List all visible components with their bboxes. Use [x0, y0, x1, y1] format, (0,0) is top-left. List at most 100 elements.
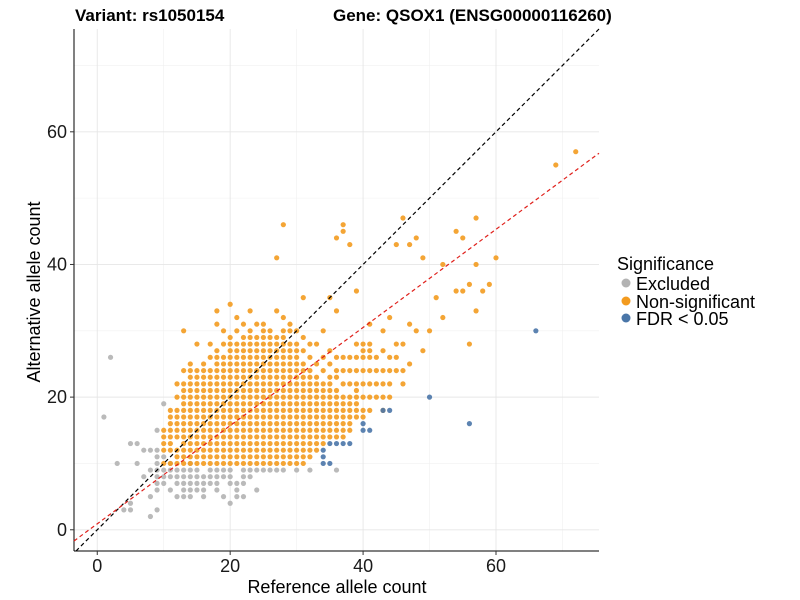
- point-excluded: [154, 487, 160, 493]
- point-non-significant: [327, 374, 333, 380]
- point-non-significant: [194, 414, 200, 420]
- point-non-significant: [260, 387, 266, 394]
- point-non-significant: [174, 381, 180, 387]
- point-non-significant: [280, 407, 286, 413]
- point-non-significant: [181, 328, 187, 334]
- point-non-significant: [240, 434, 247, 440]
- point-non-significant: [247, 341, 253, 347]
- point-non-significant: [167, 407, 173, 413]
- point-non-significant: [200, 414, 207, 420]
- point-non-significant: [200, 447, 207, 453]
- point-excluded: [220, 467, 227, 473]
- point-fdr-0-05: [360, 421, 366, 427]
- point-excluded: [154, 447, 160, 453]
- point-non-significant: [227, 401, 233, 407]
- point-non-significant: [234, 354, 240, 360]
- point-non-significant: [181, 414, 187, 420]
- point-non-significant: [360, 348, 366, 354]
- point-non-significant: [234, 367, 240, 374]
- point-non-significant: [247, 421, 253, 427]
- point-non-significant: [340, 222, 346, 228]
- regression-line: [73, 152, 600, 542]
- minor-gridlines: [74, 29, 599, 551]
- point-non-significant: [254, 334, 260, 341]
- point-non-significant: [274, 308, 280, 314]
- point-non-significant: [307, 341, 313, 347]
- point-non-significant: [300, 460, 306, 467]
- point-excluded: [181, 494, 187, 500]
- point-non-significant: [234, 427, 240, 433]
- point-non-significant: [307, 354, 313, 360]
- point-non-significant: [287, 321, 293, 327]
- point-excluded: [227, 480, 233, 486]
- point-non-significant: [333, 308, 340, 314]
- point-fdr-0-05: [320, 460, 326, 467]
- point-non-significant: [240, 440, 247, 447]
- point-excluded: [220, 494, 227, 500]
- point-non-significant: [161, 434, 167, 440]
- point-non-significant: [234, 454, 240, 460]
- point-excluded: [154, 427, 160, 433]
- point-non-significant: [347, 427, 353, 433]
- point-non-significant: [247, 447, 253, 453]
- point-non-significant: [240, 367, 247, 374]
- point-non-significant: [340, 381, 346, 387]
- point-non-significant: [247, 308, 253, 314]
- point-non-significant: [320, 367, 326, 374]
- point-excluded: [134, 440, 140, 447]
- point-non-significant: [307, 434, 313, 440]
- point-non-significant: [220, 394, 227, 400]
- point-non-significant: [254, 427, 260, 433]
- point-non-significant: [234, 314, 240, 321]
- point-non-significant: [214, 460, 220, 467]
- point-non-significant: [200, 401, 207, 407]
- point-non-significant: [207, 394, 213, 400]
- point-non-significant: [247, 361, 253, 367]
- point-non-significant: [294, 407, 300, 413]
- point-non-significant: [200, 454, 207, 460]
- point-non-significant: [294, 440, 300, 447]
- point-non-significant: [280, 328, 286, 334]
- point-excluded: [161, 401, 167, 407]
- point-non-significant: [254, 354, 260, 360]
- point-non-significant: [181, 381, 187, 387]
- point-non-significant: [214, 394, 220, 400]
- point-non-significant: [294, 421, 300, 427]
- point-non-significant: [207, 407, 213, 413]
- point-non-significant: [260, 447, 266, 453]
- point-non-significant: [194, 434, 200, 440]
- point-non-significant: [267, 341, 273, 347]
- point-non-significant: [181, 394, 187, 400]
- reference-lines: [73, 28, 600, 552]
- point-non-significant: [274, 401, 280, 407]
- point-non-significant: [287, 414, 293, 420]
- point-non-significant: [234, 348, 240, 354]
- point-non-significant: [227, 381, 233, 387]
- point-non-significant: [300, 295, 306, 301]
- point-non-significant: [367, 381, 373, 387]
- point-non-significant: [194, 367, 200, 374]
- point-non-significant: [327, 401, 333, 407]
- point-non-significant: [327, 387, 333, 394]
- point-non-significant: [200, 407, 207, 413]
- point-non-significant: [347, 394, 353, 400]
- point-non-significant: [287, 401, 293, 407]
- point-excluded: [181, 487, 187, 493]
- point-non-significant: [187, 440, 193, 447]
- point-non-significant: [220, 387, 227, 394]
- point-fdr-0-05: [360, 427, 366, 433]
- point-non-significant: [340, 401, 346, 407]
- point-excluded: [174, 474, 180, 480]
- point-excluded: [154, 507, 160, 513]
- point-non-significant: [280, 454, 286, 460]
- point-non-significant: [227, 447, 233, 453]
- point-non-significant: [234, 447, 240, 453]
- point-non-significant: [240, 454, 247, 460]
- point-excluded: [174, 494, 180, 500]
- point-non-significant: [333, 394, 340, 400]
- point-non-significant: [187, 460, 193, 467]
- point-non-significant: [260, 334, 266, 341]
- point-non-significant: [287, 394, 293, 400]
- legend-title: Significance: [617, 254, 714, 274]
- point-non-significant: [347, 401, 353, 407]
